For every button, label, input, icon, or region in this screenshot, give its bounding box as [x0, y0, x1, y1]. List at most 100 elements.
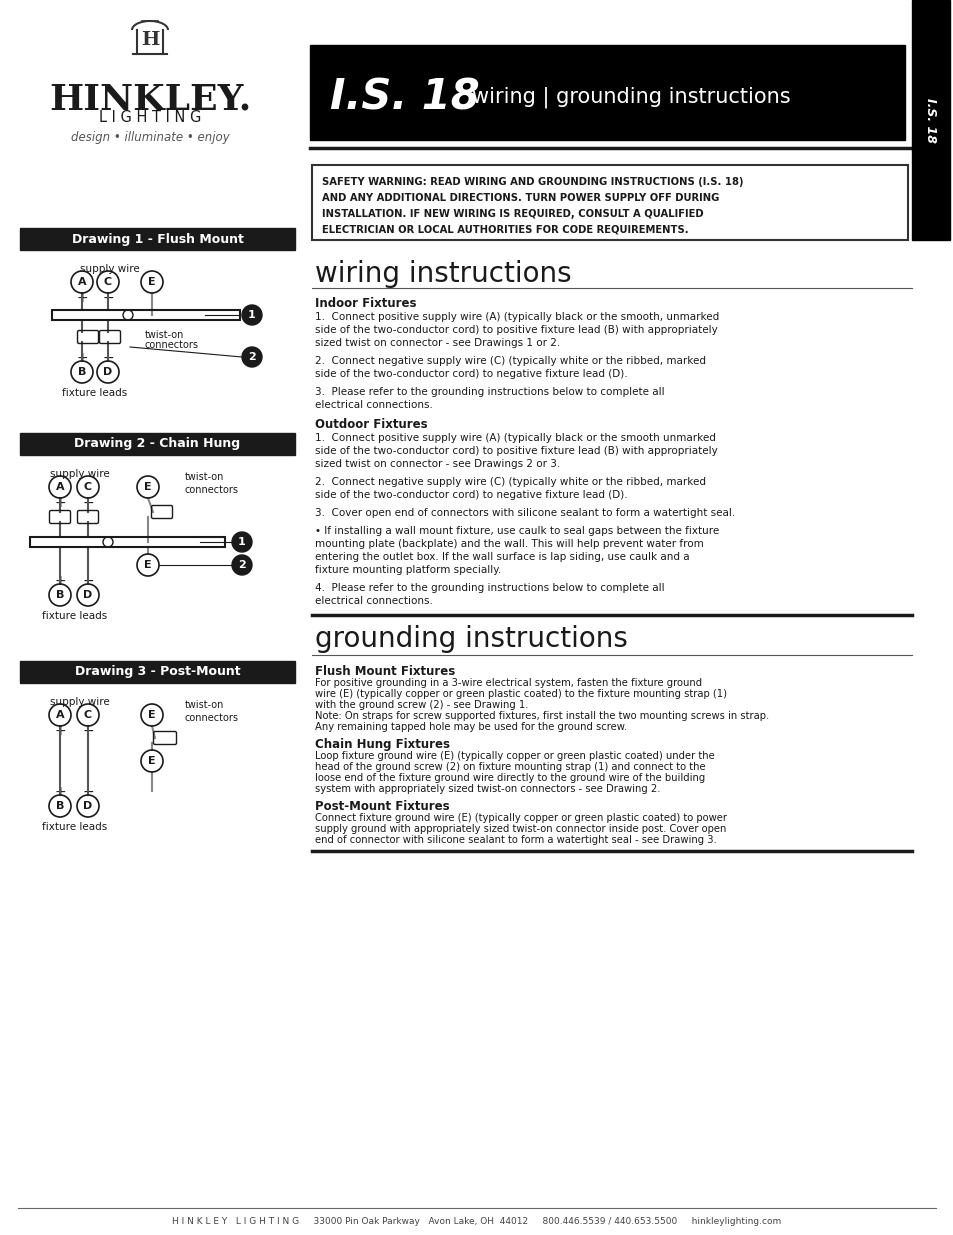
Text: HINKLEY.: HINKLEY.	[49, 83, 251, 117]
Text: +: +	[54, 724, 66, 739]
Text: E: E	[144, 559, 152, 571]
Text: system with appropriately sized twist-on connectors - see Drawing 2.: system with appropriately sized twist-on…	[314, 784, 659, 794]
Circle shape	[242, 305, 262, 325]
Text: with the ground screw (2) - see Drawing 1.: with the ground screw (2) - see Drawing …	[314, 700, 528, 710]
Text: Indoor Fixtures: Indoor Fixtures	[314, 296, 416, 310]
Text: 2.  Connect negative supply wire (C) (typically white or the ribbed, marked: 2. Connect negative supply wire (C) (typ…	[314, 356, 705, 366]
Text: +: +	[54, 785, 66, 799]
Text: +: +	[76, 291, 88, 305]
Text: E: E	[144, 482, 152, 492]
Text: −: −	[102, 291, 113, 305]
Text: E: E	[148, 277, 155, 287]
Text: +: +	[54, 574, 66, 588]
Text: loose end of the fixture ground wire directly to the ground wire of the building: loose end of the fixture ground wire dir…	[314, 773, 704, 783]
Text: electrical connections.: electrical connections.	[314, 400, 433, 410]
Text: D: D	[83, 590, 92, 600]
Text: side of the two-conductor cord) to negative fixture lead (D).: side of the two-conductor cord) to negat…	[314, 490, 627, 500]
Text: 2: 2	[238, 559, 246, 571]
Bar	[20, 661, 294, 683]
Circle shape	[232, 555, 252, 576]
Text: wiring instructions: wiring instructions	[314, 261, 571, 288]
Text: +: +	[76, 351, 88, 366]
Text: 1: 1	[248, 310, 255, 320]
Text: Drawing 3 - Post-Mount: Drawing 3 - Post-Mount	[74, 666, 240, 678]
Text: I.S. 18: I.S. 18	[330, 77, 479, 119]
Text: H I N K L E Y   L I G H T I N G     33000 Pin Oak Parkway   Avon Lake, OH  44012: H I N K L E Y L I G H T I N G 33000 Pin …	[172, 1218, 781, 1226]
Text: supply wire: supply wire	[80, 264, 140, 274]
Text: end of connector with silicone sealant to form a watertight seal - see Drawing 3: end of connector with silicone sealant t…	[314, 835, 716, 845]
Text: −: −	[82, 785, 93, 799]
Text: Chain Hung Fixtures: Chain Hung Fixtures	[314, 739, 450, 751]
Text: ELECTRICIAN OR LOCAL AUTHORITIES FOR CODE REQUIREMENTS.: ELECTRICIAN OR LOCAL AUTHORITIES FOR COD…	[322, 225, 688, 235]
Text: Drawing 1 - Flush Mount: Drawing 1 - Flush Mount	[71, 232, 243, 246]
Text: Connect fixture ground wire (E) (typically copper or green plastic coated) to po: Connect fixture ground wire (E) (typical…	[314, 813, 726, 823]
Text: D: D	[83, 802, 92, 811]
Text: Outdoor Fixtures: Outdoor Fixtures	[314, 417, 427, 431]
Text: side of the two-conductor cord) to positive fixture lead (B) with appropriately: side of the two-conductor cord) to posit…	[314, 446, 717, 456]
Text: design • illuminate • enjoy: design • illuminate • enjoy	[71, 131, 229, 144]
Text: Drawing 2 - Chain Hung: Drawing 2 - Chain Hung	[74, 437, 240, 451]
Text: B: B	[78, 367, 86, 377]
Text: entering the outlet box. If the wall surface is lap siding, use caulk and a: entering the outlet box. If the wall sur…	[314, 552, 689, 562]
Circle shape	[242, 347, 262, 367]
Text: AND ANY ADDITIONAL DIRECTIONS. TURN POWER SUPPLY OFF DURING: AND ANY ADDITIONAL DIRECTIONS. TURN POWE…	[322, 193, 719, 203]
Text: A: A	[55, 482, 64, 492]
Text: side of the two-conductor cord) to negative fixture lead (D).: side of the two-conductor cord) to negat…	[314, 369, 627, 379]
Text: −: −	[82, 574, 93, 588]
Text: B: B	[56, 590, 64, 600]
Text: sized twist on connector - see Drawings 2 or 3.: sized twist on connector - see Drawings …	[314, 459, 559, 469]
Text: E: E	[148, 710, 155, 720]
Text: I.S. 18: I.S. 18	[923, 98, 937, 142]
Text: 3.  Please refer to the grounding instructions below to complete all: 3. Please refer to the grounding instruc…	[314, 387, 664, 396]
Text: fixture leads: fixture leads	[42, 823, 108, 832]
Text: fixture mounting platform specially.: fixture mounting platform specially.	[314, 564, 500, 576]
Text: INSTALLATION. IF NEW WIRING IS REQUIRED, CONSULT A QUALIFIED: INSTALLATION. IF NEW WIRING IS REQUIRED,…	[322, 209, 703, 219]
Text: sized twist on connector - see Drawings 1 or 2.: sized twist on connector - see Drawings …	[314, 338, 559, 348]
Text: For positive grounding in a 3-wire electrical system, fasten the fixture ground: For positive grounding in a 3-wire elect…	[314, 678, 701, 688]
Text: 2.  Connect negative supply wire (C) (typically white or the ribbed, marked: 2. Connect negative supply wire (C) (typ…	[314, 477, 705, 487]
Text: E: E	[148, 756, 155, 766]
Text: twist-on: twist-on	[185, 472, 224, 482]
Text: −: −	[82, 724, 93, 739]
Text: 4.  Please refer to the grounding instructions below to complete all: 4. Please refer to the grounding instruc…	[314, 583, 664, 593]
Text: 1.  Connect positive supply wire (A) (typically black or the smooth, unmarked: 1. Connect positive supply wire (A) (typ…	[314, 312, 719, 322]
Text: wiring | grounding instructions: wiring | grounding instructions	[472, 86, 790, 107]
Text: twist-on: twist-on	[145, 330, 184, 340]
Text: A: A	[77, 277, 86, 287]
Bar	[52, 310, 240, 320]
Text: −: −	[82, 496, 93, 510]
Circle shape	[232, 532, 252, 552]
Text: 1: 1	[238, 537, 246, 547]
Text: C: C	[104, 277, 112, 287]
Bar	[30, 537, 225, 547]
Bar	[310, 44, 904, 140]
Text: Flush Mount Fixtures: Flush Mount Fixtures	[314, 664, 455, 678]
Text: A: A	[55, 710, 64, 720]
Text: C: C	[84, 710, 92, 720]
Text: H: H	[141, 31, 159, 49]
Text: connectors: connectors	[185, 713, 239, 722]
Text: SAFETY WARNING: READ WIRING AND GROUNDING INSTRUCTIONS (I.S. 18): SAFETY WARNING: READ WIRING AND GROUNDIN…	[322, 177, 742, 186]
Text: connectors: connectors	[185, 485, 239, 495]
Bar	[911, 0, 949, 240]
Text: grounding instructions: grounding instructions	[314, 625, 627, 653]
Bar	[20, 433, 294, 454]
Text: mounting plate (backplate) and the wall. This will help prevent water from: mounting plate (backplate) and the wall.…	[314, 538, 703, 550]
Text: connectors: connectors	[145, 340, 199, 350]
Text: twist-on: twist-on	[185, 700, 224, 710]
Text: electrical connections.: electrical connections.	[314, 597, 433, 606]
Text: Note: On straps for screw supported fixtures, first install the two mounting scr: Note: On straps for screw supported fixt…	[314, 711, 768, 721]
Text: wire (E) (typically copper or green plastic coated) to the fixture mounting stra: wire (E) (typically copper or green plas…	[314, 689, 726, 699]
Text: −: −	[102, 351, 113, 366]
Text: Loop fixture ground wire (E) (typically copper or green plastic coated) under th: Loop fixture ground wire (E) (typically …	[314, 751, 714, 761]
Text: 1.  Connect positive supply wire (A) (typically black or the smooth unmarked: 1. Connect positive supply wire (A) (typ…	[314, 433, 715, 443]
Text: fixture leads: fixture leads	[42, 611, 108, 621]
Text: supply ground with appropriately sized twist-on connector inside post. Cover ope: supply ground with appropriately sized t…	[314, 824, 725, 834]
Text: 2: 2	[248, 352, 255, 362]
Text: 3.  Cover open end of connectors with silicone sealant to form a watertight seal: 3. Cover open end of connectors with sil…	[314, 508, 735, 517]
Text: C: C	[84, 482, 92, 492]
Text: B: B	[56, 802, 64, 811]
Text: Any remaining tapped hole may be used for the ground screw.: Any remaining tapped hole may be used fo…	[314, 722, 626, 732]
Text: • If installing a wall mount fixture, use caulk to seal gaps between the fixture: • If installing a wall mount fixture, us…	[314, 526, 719, 536]
Text: fixture leads: fixture leads	[62, 388, 128, 398]
